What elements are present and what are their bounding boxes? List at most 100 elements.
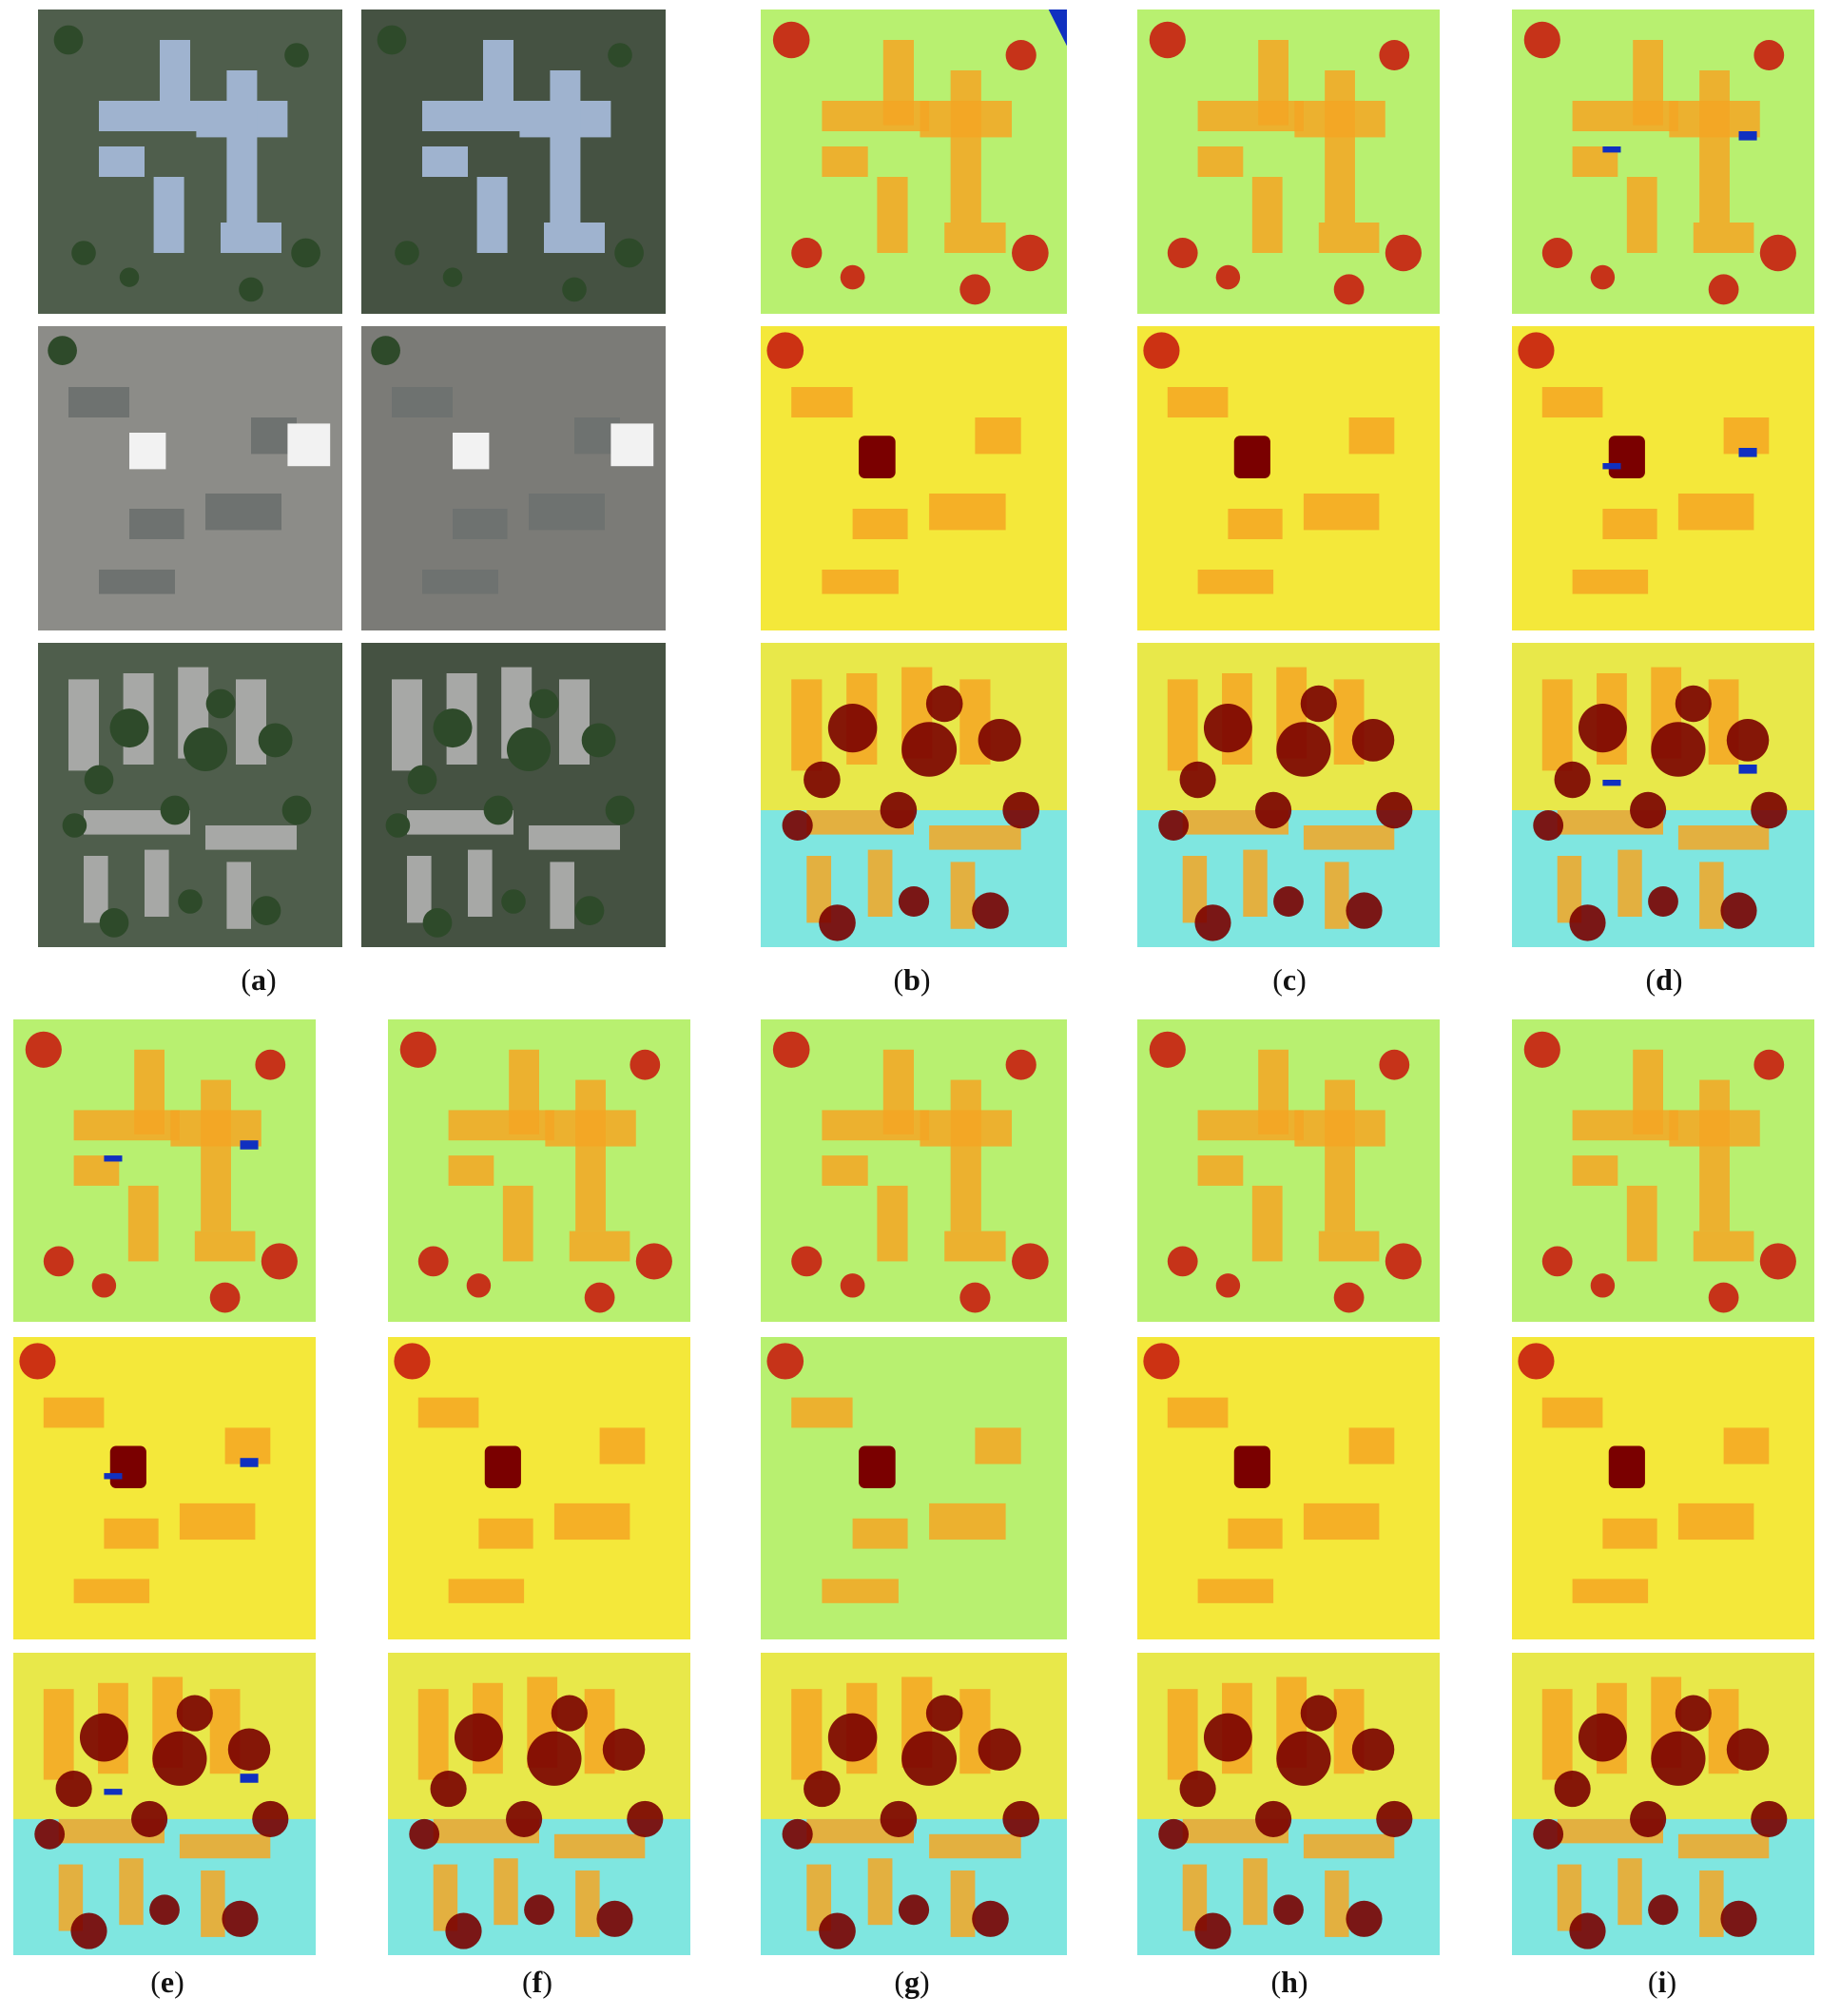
tree-mark bbox=[1518, 332, 1555, 369]
building-mark bbox=[1541, 387, 1603, 417]
roof-mark bbox=[407, 856, 432, 923]
tree-mark bbox=[898, 1894, 930, 1926]
building-mark bbox=[599, 1427, 646, 1464]
building-mark bbox=[119, 1858, 144, 1926]
tree-mark bbox=[1675, 1695, 1712, 1732]
tree-mark bbox=[1351, 1728, 1395, 1772]
tree-mark bbox=[766, 1343, 804, 1380]
building-mark bbox=[1572, 1579, 1649, 1603]
photo-background bbox=[361, 326, 666, 630]
building-mark bbox=[179, 1502, 256, 1541]
building-mark bbox=[1325, 70, 1355, 223]
building-mark bbox=[1699, 1870, 1724, 1937]
panel-g-row3 bbox=[761, 1653, 1067, 1955]
building-mark bbox=[478, 1518, 533, 1549]
building-mark bbox=[1251, 177, 1283, 253]
panel-b-row2 bbox=[761, 326, 1067, 630]
tree-mark bbox=[377, 25, 407, 55]
tree-mark bbox=[791, 1246, 823, 1277]
roof-mark bbox=[99, 570, 175, 594]
tree-mark bbox=[48, 336, 77, 365]
roof-mark bbox=[550, 70, 581, 223]
tree-mark bbox=[466, 1273, 492, 1298]
tree-mark bbox=[1203, 704, 1252, 753]
building-mark bbox=[791, 1689, 823, 1780]
map-background bbox=[13, 1337, 316, 1639]
panel-a-right-row3 bbox=[361, 643, 666, 947]
tree-mark bbox=[422, 908, 453, 938]
tree-mark bbox=[1379, 1049, 1410, 1080]
building-mark bbox=[882, 1049, 914, 1134]
tree-mark bbox=[1720, 1900, 1757, 1937]
map-background bbox=[761, 1337, 1067, 1639]
tree-mark bbox=[1708, 1282, 1739, 1313]
building-mark bbox=[877, 177, 908, 253]
tree-mark bbox=[417, 1246, 449, 1277]
building-mark bbox=[1197, 146, 1244, 177]
building-mark bbox=[1699, 862, 1724, 929]
tree-mark bbox=[1630, 791, 1667, 829]
tree-mark bbox=[205, 688, 236, 719]
building-mark bbox=[1677, 825, 1770, 850]
tree-mark bbox=[840, 1273, 865, 1298]
tree-mark bbox=[281, 795, 312, 825]
tree-mark bbox=[1523, 21, 1560, 59]
tree-mark bbox=[978, 1728, 1021, 1772]
tree-mark bbox=[1720, 892, 1757, 929]
building-mark bbox=[929, 825, 1021, 850]
tree-mark bbox=[1541, 238, 1573, 268]
building-mark bbox=[1303, 494, 1380, 531]
tree-mark bbox=[1376, 1800, 1413, 1837]
tree-mark bbox=[1215, 264, 1241, 290]
building-mark bbox=[73, 1579, 150, 1603]
tree-mark bbox=[1333, 1282, 1365, 1313]
tree-mark bbox=[574, 896, 605, 925]
tree-mark bbox=[506, 727, 552, 772]
building-mark bbox=[1541, 1689, 1573, 1780]
building-mark bbox=[852, 509, 908, 539]
panel-c-row1 bbox=[1137, 10, 1440, 314]
building-mark bbox=[1325, 1870, 1349, 1937]
building-mark bbox=[867, 849, 893, 917]
tree-mark bbox=[291, 238, 320, 268]
building-mark bbox=[1251, 1185, 1283, 1262]
tree-mark bbox=[608, 43, 632, 68]
map-background bbox=[1512, 326, 1814, 630]
building-mark bbox=[822, 1579, 899, 1603]
tree-mark bbox=[176, 1695, 213, 1732]
panel-a-left-row2 bbox=[38, 326, 342, 630]
building-mark bbox=[134, 1049, 165, 1134]
tree-mark bbox=[178, 889, 203, 914]
building-mark bbox=[1318, 223, 1380, 253]
tree-mark bbox=[791, 238, 823, 268]
tree-mark bbox=[227, 1728, 271, 1772]
tall-building-mark bbox=[859, 1445, 896, 1488]
tree-mark bbox=[53, 25, 84, 55]
tall-building-mark bbox=[1233, 436, 1270, 478]
tree-mark bbox=[1533, 1818, 1564, 1850]
building-mark bbox=[569, 1231, 630, 1262]
tree-mark bbox=[1554, 1771, 1591, 1808]
building-mark bbox=[1303, 1502, 1380, 1541]
building-mark bbox=[1325, 1079, 1355, 1231]
building-mark bbox=[1618, 849, 1642, 917]
building-mark bbox=[950, 70, 981, 223]
tree-mark bbox=[630, 1049, 661, 1080]
building-mark bbox=[1167, 1689, 1198, 1780]
tree-mark bbox=[506, 1800, 543, 1837]
tree-mark bbox=[959, 1282, 991, 1313]
tree-mark bbox=[430, 1771, 467, 1808]
tall-building-mark bbox=[1608, 1445, 1645, 1488]
building-mark bbox=[1572, 570, 1649, 594]
building-mark bbox=[494, 1858, 518, 1926]
building-mark bbox=[1677, 1833, 1770, 1859]
building-mark bbox=[575, 1870, 600, 1937]
tree-mark bbox=[1002, 791, 1040, 829]
panel-e-row1 bbox=[13, 1019, 316, 1322]
tree-mark bbox=[1005, 40, 1036, 70]
tree-mark bbox=[602, 1728, 646, 1772]
tree-mark bbox=[1012, 1243, 1049, 1280]
roof-mark bbox=[392, 387, 453, 417]
panel-f-row2 bbox=[388, 1337, 690, 1639]
tree-mark bbox=[71, 241, 96, 265]
